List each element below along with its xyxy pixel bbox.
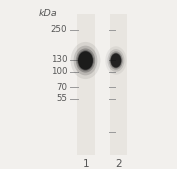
Bar xyxy=(77,14,95,155)
Text: 55: 55 xyxy=(56,94,67,103)
Text: kDa: kDa xyxy=(38,9,57,18)
Ellipse shape xyxy=(105,46,127,75)
Ellipse shape xyxy=(71,42,100,79)
Ellipse shape xyxy=(111,53,121,68)
Text: 250: 250 xyxy=(51,25,67,34)
Ellipse shape xyxy=(78,51,93,70)
Bar xyxy=(110,14,127,155)
Ellipse shape xyxy=(107,49,124,72)
Text: 1: 1 xyxy=(82,159,89,169)
Ellipse shape xyxy=(109,51,123,70)
Text: 2: 2 xyxy=(115,159,122,169)
Ellipse shape xyxy=(77,50,94,71)
Ellipse shape xyxy=(74,46,97,75)
Ellipse shape xyxy=(110,53,122,68)
Text: 100: 100 xyxy=(51,67,67,76)
Ellipse shape xyxy=(76,48,95,73)
Text: 130: 130 xyxy=(51,55,67,65)
Text: 70: 70 xyxy=(56,82,67,92)
